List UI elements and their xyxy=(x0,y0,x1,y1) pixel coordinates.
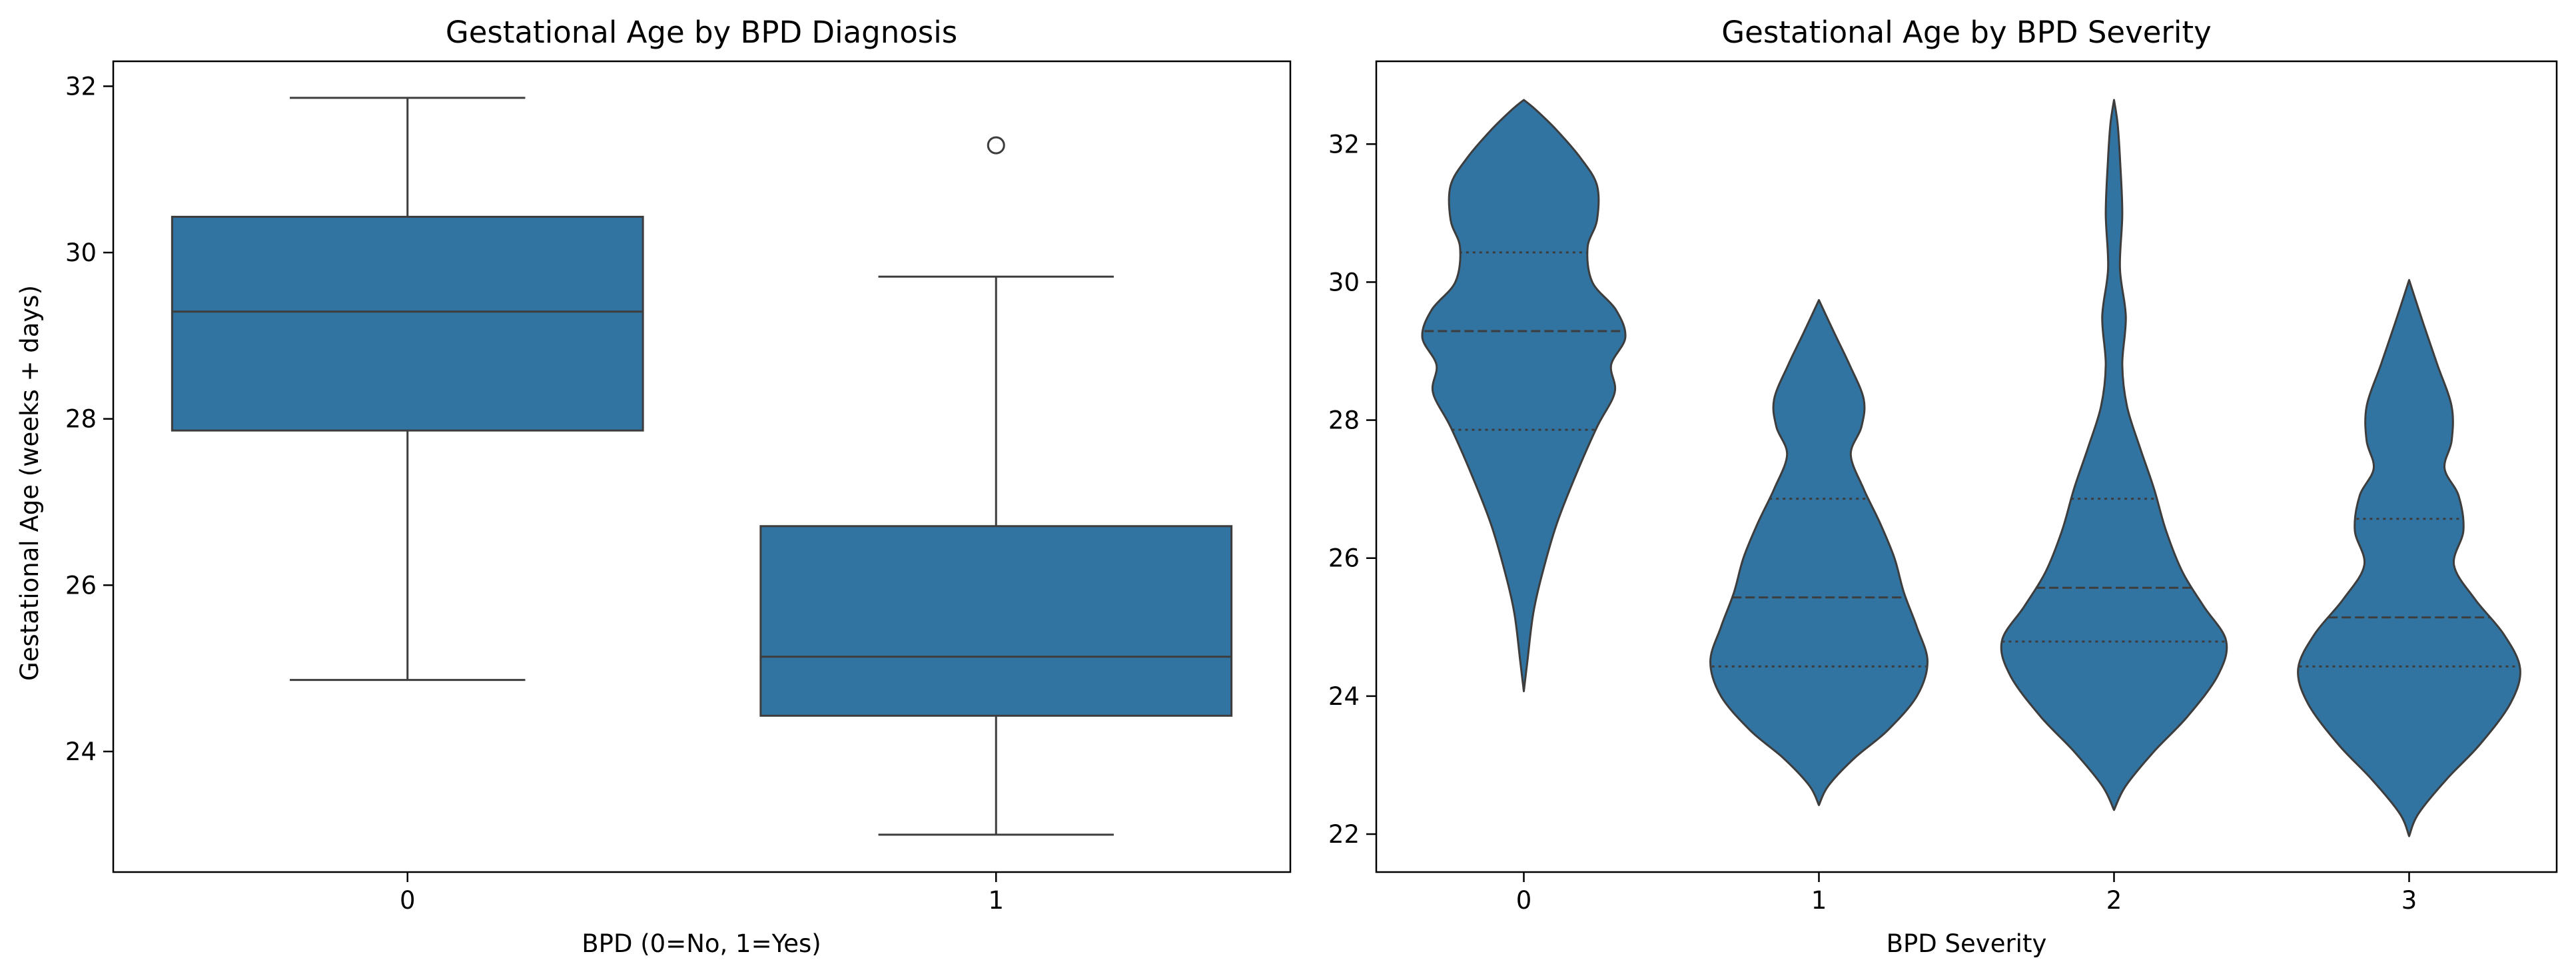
violin-plot-marks xyxy=(1421,99,2521,837)
violin-plot-y-tick-label: 30 xyxy=(1328,268,1360,296)
violin-group-3 xyxy=(2297,278,2521,837)
box-plot-y-tick-label: 30 xyxy=(65,239,97,267)
violin-plot-x-axis-label: BPD Severity xyxy=(1887,929,2047,958)
box-group-0 xyxy=(171,97,644,682)
box-plot-y-axis-label: Gestational Age (weeks + days) xyxy=(15,285,44,681)
box-iqr xyxy=(759,525,1233,717)
box-plot-x-tick-label: 0 xyxy=(400,886,416,915)
violin-body xyxy=(2000,99,2228,811)
violin-group-0 xyxy=(1421,99,1627,693)
violin-plot-y-tick-label: 26 xyxy=(1328,544,1360,573)
violin-plot-y-ticks: 22 24 26 28 30 32 xyxy=(1328,130,1376,849)
violin-plot-y-tick-label: 22 xyxy=(1328,820,1360,849)
box-plot-y-tick-label: 32 xyxy=(65,72,97,101)
violin-plot-x-ticks: 0 1 2 3 xyxy=(1516,872,2417,915)
violin-group-2 xyxy=(2000,99,2228,811)
violin-body xyxy=(1709,298,1929,806)
violin-plot-x-tick-label: 2 xyxy=(2106,886,2122,915)
violin-plot-frame xyxy=(1375,60,2558,873)
box-plot-title: Gestational Age by BPD Diagnosis xyxy=(446,15,957,50)
box-plot-y-ticks: 24 26 28 30 32 xyxy=(65,72,113,766)
violin-plot-x-tick-label: 3 xyxy=(2401,886,2417,915)
violin-plot-y-tick-label: 32 xyxy=(1328,130,1360,159)
violin-plot-panel: Gestational Age by BPD Severity BPD Seve… xyxy=(1328,15,2558,958)
violin-body xyxy=(1421,99,1627,693)
violin-group-1 xyxy=(1709,298,1929,806)
box-plot-x-axis-label: BPD (0=No, 1=Yes) xyxy=(582,929,821,958)
box-plot-panel: Gestational Age by BPD Diagnosis Gestati… xyxy=(15,15,1292,958)
box-plot-x-tick-label: 1 xyxy=(988,886,1004,915)
box-plot-marks xyxy=(171,97,1233,836)
box-plot-y-tick-label: 26 xyxy=(65,571,97,600)
violin-plot-x-tick-label: 1 xyxy=(1811,886,1827,915)
box-iqr xyxy=(171,215,644,432)
violin-plot-y-tick-label: 28 xyxy=(1328,406,1360,435)
violin-plot-y-tick-label: 24 xyxy=(1328,682,1360,711)
violin-plot-x-tick-label: 0 xyxy=(1516,886,1532,915)
box-plot-frame xyxy=(112,60,1292,873)
violin-body xyxy=(2297,278,2521,837)
outlier-point xyxy=(987,136,1005,155)
box-plot-y-tick-label: 28 xyxy=(65,405,97,434)
violin-plot-title: Gestational Age by BPD Severity xyxy=(1721,15,2211,50)
box-group-1 xyxy=(759,136,1233,836)
box-plot-y-tick-label: 24 xyxy=(65,737,97,766)
